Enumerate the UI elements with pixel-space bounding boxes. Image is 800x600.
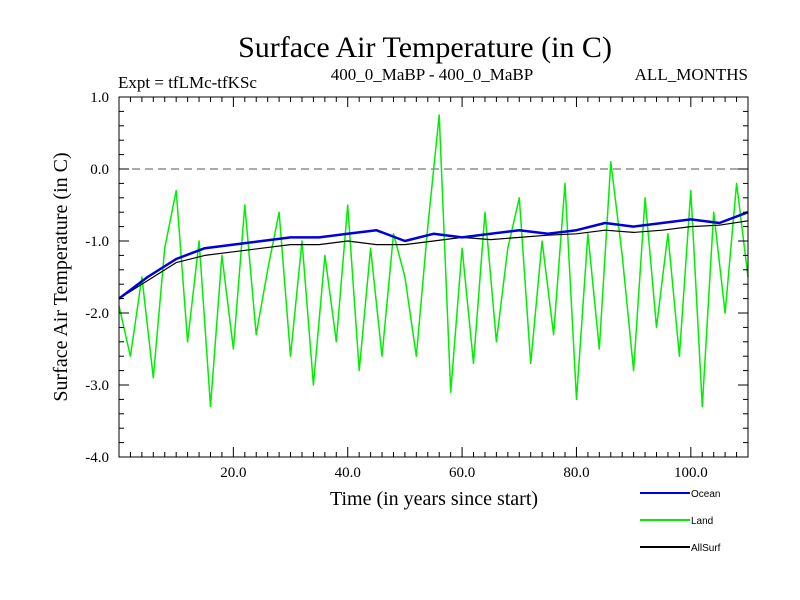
series-line-ocean bbox=[118, 211, 749, 300]
x-tick-label: 80.0 bbox=[563, 465, 589, 481]
experiment-label: Expt = tfLMc-tfKSc bbox=[118, 73, 257, 92]
x-tick-label: 60.0 bbox=[449, 465, 475, 481]
y-tick-label: -4.0 bbox=[85, 450, 109, 466]
series-line-allsurf bbox=[118, 220, 749, 300]
legend-label-land: Land bbox=[691, 516, 713, 527]
series-line-land bbox=[118, 114, 749, 408]
plot-area: 20.0 40.0 60.0 80.0 100.0 1.0 0.0 -1.0 -2.0 -3.0 -… bbox=[85, 90, 749, 481]
plot-frame bbox=[118, 96, 749, 458]
x-tick-label: 100.0 bbox=[674, 465, 708, 481]
x-axis-label: Time (in years since start) bbox=[330, 488, 538, 510]
months-label: ALL_MONTHS bbox=[635, 65, 748, 84]
legend-label-allsurf: AllSurf bbox=[691, 543, 721, 554]
y-tick-label: -3.0 bbox=[85, 378, 109, 394]
x-tick-label: 40.0 bbox=[335, 465, 361, 481]
chart-title: Surface Air Temperature (in C) bbox=[238, 31, 612, 64]
legend-label-ocean: Ocean bbox=[691, 489, 720, 500]
y-tick-label: -1.0 bbox=[85, 234, 109, 250]
x-tick-label: 20.0 bbox=[220, 465, 246, 481]
y-tick-label: 0.0 bbox=[90, 162, 109, 178]
y-tick-label: -2.0 bbox=[85, 306, 109, 322]
y-tick-label: 1.0 bbox=[90, 90, 109, 106]
period-label: 400_0_MaBP - 400_0_MaBP bbox=[331, 65, 533, 84]
y-axis-label: Surface Air Temperature (in C) bbox=[50, 152, 72, 401]
legend: Ocean Land AllSurf bbox=[640, 489, 721, 554]
